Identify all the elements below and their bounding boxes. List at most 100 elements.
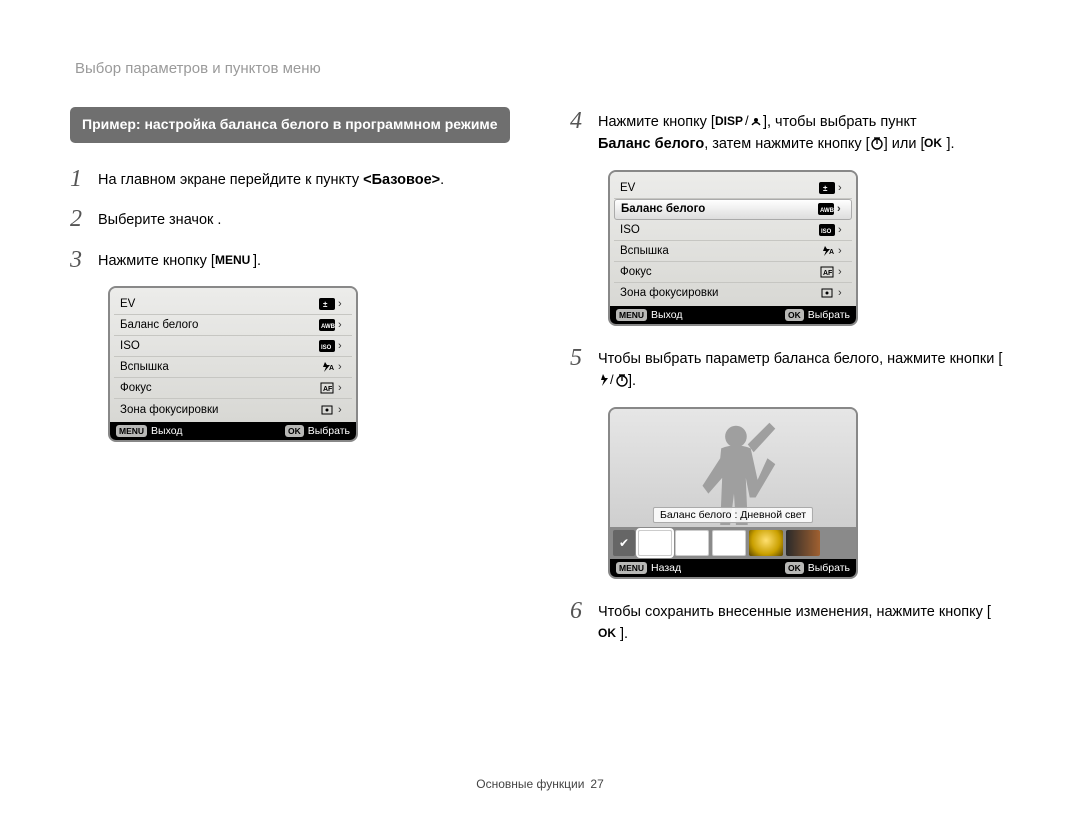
svg-text:A: A — [829, 249, 834, 256]
menu-row-iso: ISOISO› — [614, 220, 852, 241]
wb-option-custom — [786, 530, 820, 556]
step-text: Нажмите кнопку [DISP/], чтобы выбрать пу… — [598, 107, 955, 156]
wb-option-tungsten — [749, 530, 783, 556]
iso-icon: ISO — [816, 223, 838, 237]
menu-row-wb: Баланс белогоAWB› — [114, 315, 352, 336]
timer-icon — [870, 136, 884, 150]
menu-chip: MENU — [616, 309, 647, 321]
step-text: Чтобы выбрать параметр баланса белого, н… — [598, 344, 1010, 393]
step-1: 1 На главном экране перейдите к пункту <… — [70, 165, 510, 191]
menu-button-icon: MENU — [215, 253, 253, 267]
menu-body: EV±› Баланс белогоAWB› ISOISO› ВспышкаA›… — [110, 288, 356, 422]
chevron-right-icon: › — [338, 340, 348, 352]
left-column: Пример: настройка баланса белого в прогр… — [70, 107, 510, 660]
svg-text:AF: AF — [823, 270, 833, 277]
camera-menu-figure-1: EV±› Баланс белогоAWB› ISOISO› ВспышкаA›… — [108, 286, 358, 442]
step-number: 6 — [570, 597, 598, 623]
chevron-right-icon: › — [338, 319, 348, 331]
step-text: Чтобы сохранить внесенные изменения, наж… — [598, 597, 1010, 646]
zone-icon — [816, 286, 838, 300]
page-footer: Основные функции 27 — [0, 777, 1080, 791]
svg-text:ISO: ISO — [821, 229, 832, 235]
chevron-right-icon: › — [338, 382, 348, 394]
step-number: 3 — [70, 246, 98, 272]
step-number: 2 — [70, 205, 98, 231]
ok-chip: OK — [785, 309, 804, 321]
menu-body: EV±› Баланс белогоAWB› ISOISO› ВспышкаA›… — [610, 172, 856, 306]
step-text: Нажмите кнопку [MENU]. — [98, 246, 261, 272]
menu-row-flash: ВспышкаA› — [114, 357, 352, 378]
chevron-right-icon: › — [838, 266, 848, 278]
ok-chip: OK — [285, 425, 304, 437]
svg-text:AF: AF — [323, 386, 333, 393]
menu-chip: MENU — [116, 425, 147, 437]
chevron-right-icon: › — [838, 224, 848, 236]
two-column-layout: Пример: настройка баланса белого в прогр… — [70, 107, 1010, 660]
ok-button-icon: OK — [598, 626, 620, 640]
flash-icon: A — [316, 360, 338, 374]
wb-options-strip: ✔ — [610, 527, 856, 559]
chevron-right-icon: › — [338, 298, 348, 310]
step-4: 4 Нажмите кнопку [DISP/], чтобы выбрать … — [570, 107, 1010, 156]
wb-icon: AWB — [316, 318, 338, 332]
ok-chip: OK — [785, 562, 804, 574]
wb-preview-figure: Баланс белого : Дневной свет ✔ MENUНазад… — [608, 407, 858, 579]
step-number: 5 — [570, 344, 598, 370]
menu-row-ev: EV±› — [614, 178, 852, 199]
menu-chip: MENU — [616, 562, 647, 574]
svg-text:ISO: ISO — [321, 345, 332, 351]
footer-label: Основные функции — [476, 777, 584, 791]
wb-confirm-icon: ✔ — [613, 530, 635, 556]
svg-text:OK: OK — [598, 626, 616, 640]
chevron-right-icon: › — [338, 361, 348, 373]
step-3: 3 Нажмите кнопку [MENU]. — [70, 246, 510, 272]
svg-text:/: / — [610, 373, 614, 387]
wb-option-daylight — [638, 530, 672, 556]
chevron-right-icon: › — [338, 404, 348, 416]
svg-text:A: A — [329, 365, 334, 372]
svg-text:±: ± — [323, 300, 328, 309]
menu-footer: MENUВыход OKВыбрать — [610, 306, 856, 324]
step-5: 5 Чтобы выбрать параметр баланса белого,… — [570, 344, 1010, 393]
menu-row-zone: Зона фокусировки› — [114, 399, 352, 420]
flash-icon: A — [816, 244, 838, 258]
camera-menu-figure-2: EV±› Баланс белогоAWB› ISOISO› ВспышкаA›… — [608, 170, 858, 326]
step-text: Выберите значок . — [98, 205, 221, 231]
chevron-right-icon: › — [838, 182, 848, 194]
menu-row-focus: ФокусAF› — [114, 378, 352, 399]
af-icon: AF — [316, 381, 338, 395]
ev-icon: ± — [316, 297, 338, 311]
page: Выбор параметров и пунктов меню Пример: … — [0, 0, 1080, 660]
svg-text:AWB: AWB — [321, 324, 335, 330]
breadcrumb: Выбор параметров и пунктов меню — [70, 60, 1010, 77]
menu-row-iso: ISOISO› — [114, 336, 352, 357]
page-number: 27 — [590, 777, 603, 791]
svg-text:AWB: AWB — [820, 208, 834, 214]
chevron-right-icon: › — [838, 287, 848, 299]
disp-macro-icon: DISP/ — [715, 114, 763, 128]
chevron-right-icon: › — [838, 245, 848, 257]
menu-row-zone: Зона фокусировки› — [614, 283, 852, 304]
svg-text:±: ± — [823, 184, 828, 193]
chevron-right-icon: › — [837, 203, 847, 215]
example-callout: Пример: настройка баланса белого в прогр… — [70, 107, 510, 143]
wb-icon: AWB — [815, 202, 837, 216]
step-text: На главном экране перейдите к пункту <Ба… — [98, 165, 444, 191]
wb-preview-area: Баланс белого : Дневной свет — [610, 409, 856, 527]
ev-icon: ± — [816, 181, 838, 195]
svg-text:OK: OK — [924, 136, 942, 150]
menu-footer: MENUВыход OKВыбрать — [110, 422, 356, 440]
right-column: 4 Нажмите кнопку [DISP/], чтобы выбрать … — [570, 107, 1010, 660]
wb-option — [675, 530, 709, 556]
menu-row-flash: ВспышкаA› — [614, 241, 852, 262]
menu-row-ev: EV±› — [114, 294, 352, 315]
svg-text:DISP: DISP — [715, 114, 743, 128]
zone-icon — [316, 403, 338, 417]
step-number: 1 — [70, 165, 98, 191]
wb-caption: Баланс белого : Дневной свет — [653, 507, 813, 523]
menu-row-focus: ФокусAF› — [614, 262, 852, 283]
iso-icon: ISO — [316, 339, 338, 353]
wb-option — [712, 530, 746, 556]
svg-text:/: / — [745, 114, 749, 128]
flash-timer-icon: / — [598, 373, 628, 387]
